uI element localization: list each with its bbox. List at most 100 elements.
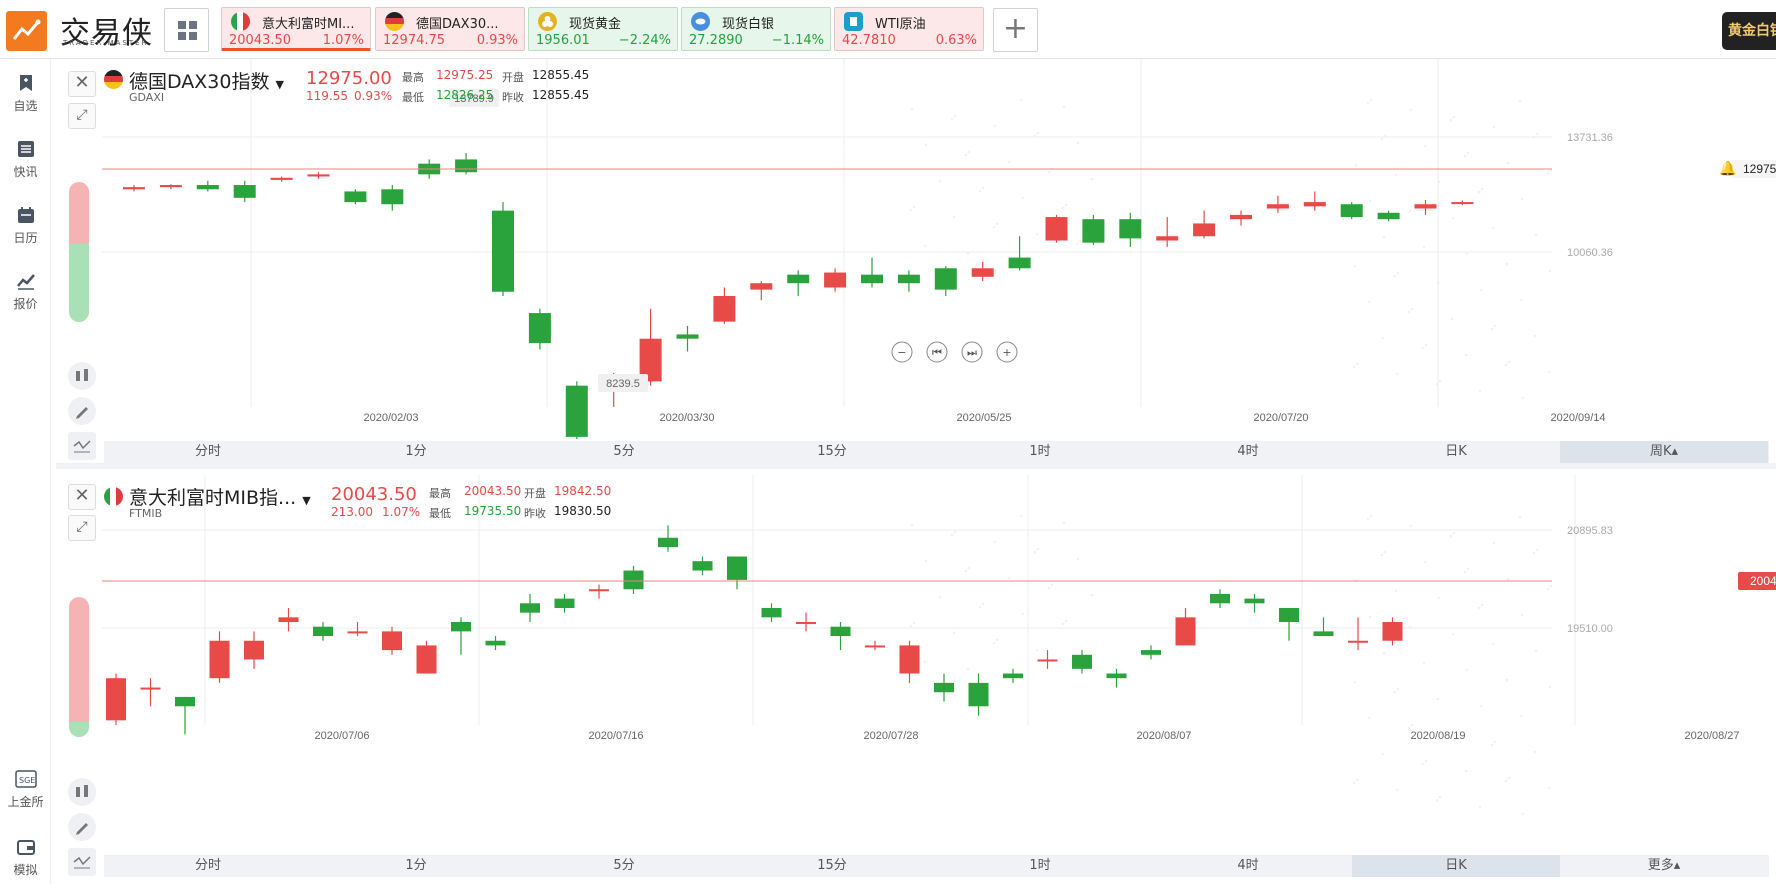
indicator-icon[interactable]	[68, 362, 96, 390]
candlestick-chart-ftmib[interactable]: 20895.8319510.0021133.520043.502020/07/0…	[102, 475, 1776, 855]
svg-text:8239.5: 8239.5	[606, 378, 640, 390]
zoom-in-button[interactable]: +	[996, 341, 1018, 363]
sidebar-item-label: 报价	[13, 297, 38, 311]
sidebar-item-quotes[interactable]: 报价	[0, 271, 51, 312]
timeframe-7[interactable]: 更多▴	[1647, 858, 1681, 873]
timeframe-5[interactable]: 4时	[1237, 444, 1259, 459]
candle	[1037, 650, 1058, 669]
candle	[344, 189, 367, 205]
step-forward-button[interactable]: ⏭	[961, 341, 983, 363]
line-tool-icon[interactable]	[68, 848, 96, 876]
candle	[1230, 210, 1252, 226]
tab-ftmib[interactable]: 意大利富时MI... 20043.50 1.07%	[221, 7, 371, 51]
panel-tools: ✕ ⤢	[68, 475, 96, 876]
sidebar-item-watchlist[interactable]: 自选	[0, 73, 51, 114]
timeframe-2[interactable]: 5分	[613, 858, 635, 873]
draw-pen-icon[interactable]	[68, 813, 96, 841]
candle	[233, 180, 256, 203]
tab-silver[interactable]: 现货白银 27.2890 −1.14%	[681, 7, 831, 51]
candle	[1003, 668, 1023, 683]
candle	[381, 185, 404, 211]
candle	[824, 268, 847, 292]
candlestick-chart-dax[interactable]: 13731.36 10060.36 13789.9 8239.5 12975.84 202…	[102, 59, 1776, 439]
step-back-button[interactable]: ⏮	[926, 341, 948, 363]
candle	[1175, 607, 1196, 646]
sidebar-item-demo[interactable]: 模拟	[0, 837, 51, 878]
chevron-down-icon[interactable]: ▼	[302, 494, 311, 507]
open-value: 19842.50	[554, 484, 612, 498]
close-panel-button[interactable]: ✕	[68, 484, 96, 510]
timeframe-4[interactable]: 1时	[1029, 858, 1051, 873]
tab-wti[interactable]: WTI原油 42.7810 0.63%	[834, 7, 984, 51]
draw-pen-icon[interactable]	[68, 397, 96, 425]
timeframe-4[interactable]: 1时	[1029, 444, 1051, 459]
germany-flag-icon	[385, 12, 404, 31]
low-label: 最低	[429, 507, 451, 520]
tab-gdaxi[interactable]: 德国DAX30... 12974.75 0.93%	[375, 7, 525, 51]
timeframe-0[interactable]: 分时	[194, 858, 221, 873]
gold-silver-button[interactable]: 黄金白银	[1722, 12, 1776, 50]
candle	[278, 607, 299, 632]
x-axis-date: 2020/07/16	[588, 730, 643, 742]
candle	[1193, 210, 1216, 239]
candle	[639, 308, 662, 386]
timeframe-3[interactable]: 15分	[817, 858, 847, 873]
timeframe-2[interactable]: 5分	[613, 444, 635, 459]
tab-price: 42.7810	[842, 33, 896, 48]
indicator-icon[interactable]	[68, 778, 96, 806]
x-axis-date: 2020/09/14	[1550, 412, 1605, 424]
line-tool-icon[interactable]	[68, 432, 96, 460]
symbol-code: GDAXI	[129, 91, 165, 104]
chart-panel-dax: ✕ ⤢ 13731.36 10060.36 13789.9 8239.5 12975.8…	[56, 59, 1776, 469]
price-alert-bell-icon[interactable]: 🔔	[1719, 160, 1736, 177]
timeframe-7[interactable]: 周K▴	[1560, 441, 1768, 463]
timeframe-5[interactable]: 4时	[1237, 858, 1259, 873]
zoom-out-button[interactable]: −	[891, 341, 913, 363]
y-axis-label: 10060.36	[1567, 247, 1613, 259]
timeframe-6[interactable]: 日K	[1445, 444, 1467, 459]
timeframe-3[interactable]: 15分	[817, 444, 847, 459]
timeframe-1[interactable]: 1分	[405, 444, 427, 459]
last-price: 20043.50	[331, 484, 417, 505]
max-price-tag: 13789.9	[449, 89, 499, 107]
expand-icon[interactable]: ⤢	[68, 103, 96, 129]
candle	[897, 270, 920, 292]
open-value: 12855.45	[532, 68, 590, 82]
candle	[1313, 617, 1334, 637]
candle	[787, 270, 810, 297]
high-value: 20043.50	[464, 484, 522, 498]
candle	[416, 640, 437, 674]
symbol-name[interactable]: 意大利富时MIB指... ▼	[129, 483, 311, 510]
expand-icon[interactable]: ⤢	[68, 515, 96, 541]
candle	[123, 185, 145, 192]
tab-name: 现货黄金	[569, 17, 622, 32]
timeframe-bar: 分时 1分 5分 15分 1时 4时 日K 周K▴	[104, 441, 1769, 463]
candle	[270, 176, 293, 182]
volume-ratio-bar	[69, 182, 89, 322]
timeframe-0[interactable]: 分时	[194, 444, 221, 459]
candle	[347, 622, 368, 637]
candle	[528, 308, 551, 350]
symbol-label: 德国DAX30指数	[129, 71, 270, 93]
zoom-controls: − ⏮ ⏭ +	[891, 341, 1018, 363]
timeframe-6[interactable]: 日K	[1352, 855, 1560, 877]
sidebar-item-calendar[interactable]: 日历	[0, 205, 51, 246]
candle	[1210, 589, 1230, 608]
sidebar-item-news[interactable]: 快讯	[0, 139, 51, 180]
candle	[140, 678, 161, 707]
prev-close-label: 昨收	[524, 507, 546, 520]
prev-close-label: 昨收	[502, 91, 524, 104]
candle	[307, 172, 330, 179]
symbol-name[interactable]: 德国DAX30指数 ▼	[129, 67, 284, 94]
sidebar-item-sge[interactable]: SGE 上金所	[0, 769, 51, 810]
tab-gold[interactable]: 现货黄金 1956.01 −2.24%	[528, 7, 678, 51]
timeframe-1[interactable]: 1分	[405, 858, 427, 873]
candle	[175, 696, 195, 735]
chevron-down-icon[interactable]: ▼	[275, 78, 285, 91]
grid-layout-button[interactable]	[164, 8, 209, 52]
close-panel-button[interactable]: ✕	[68, 71, 96, 97]
app-logo-icon	[6, 11, 47, 51]
high-label: 最高	[429, 487, 451, 500]
add-tab-button[interactable]: +	[993, 8, 1038, 52]
bookmark-icon	[19, 75, 32, 91]
